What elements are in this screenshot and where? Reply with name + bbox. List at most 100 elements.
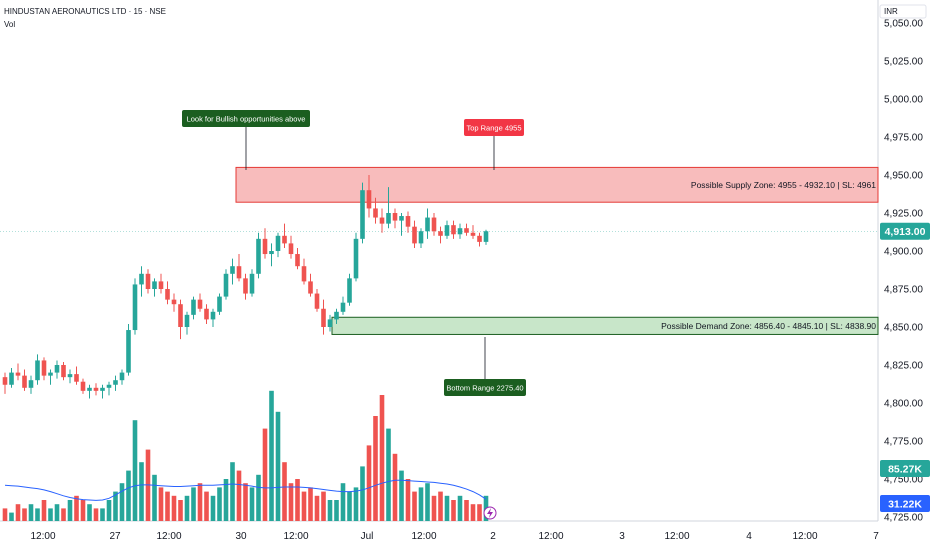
volume-bar: [451, 500, 456, 521]
volume-bar: [184, 495, 190, 521]
candle: [373, 197, 378, 224]
candle: [295, 247, 300, 270]
volume-ma-badge-text: 31.22K: [888, 499, 922, 511]
volume-bar: [295, 479, 300, 521]
price-tick-label: 4,950.00: [884, 171, 923, 182]
bullish-callout[interactable]: Look for Bullish opportunities above: [182, 110, 310, 170]
volume-ma-badge: 31.22K: [880, 495, 930, 512]
candle: [165, 281, 170, 305]
supply-zone-label: Possible Supply Zone: 4955 - 4932.10 | S…: [691, 180, 876, 190]
candle: [256, 232, 261, 279]
currency-box[interactable]: [879, 4, 927, 19]
volume-bar: [243, 483, 248, 521]
candle: [477, 232, 482, 247]
candle: [327, 314, 333, 332]
candle: [243, 273, 248, 300]
top-range-text: Top Range 4955: [466, 124, 521, 133]
volume-bar: [256, 474, 261, 521]
demand-zone-label: Possible Demand Zone: 4856.40 - 4845.10 …: [661, 321, 876, 331]
time-tick-label: 12:00: [664, 531, 689, 542]
price-tick-label: 4,725.00: [884, 513, 923, 524]
candle: [9, 368, 14, 388]
demand-zone[interactable]: Possible Demand Zone: 4856.40 - 4845.10 …: [331, 316, 879, 335]
volume-bar: [477, 504, 482, 521]
bottom-range-text: Bottom Range 2275.40: [446, 384, 523, 393]
candle: [191, 296, 196, 320]
volume-bar: [22, 508, 27, 521]
candle: [464, 223, 469, 236]
time-tick-label: 12:00: [283, 531, 308, 542]
lightning-icon[interactable]: [483, 506, 497, 520]
candle: [236, 254, 242, 282]
volume-bar: [171, 495, 177, 521]
volume-bar: [308, 487, 313, 521]
candle: [282, 223, 287, 248]
candle: [379, 208, 385, 233]
candle: [106, 381, 112, 396]
candle: [139, 266, 144, 297]
time-tick-label: 4: [746, 531, 752, 542]
candle: [321, 299, 326, 335]
price-tick-label: 4,925.00: [884, 209, 923, 220]
candle: [288, 235, 294, 259]
candles: [2, 175, 489, 399]
candle: [197, 293, 203, 312]
candle: [48, 369, 53, 385]
supply-zone[interactable]: Possible Supply Zone: 4955 - 4932.10 | S…: [235, 166, 879, 203]
time-tick-label: 30: [235, 531, 247, 542]
candle: [126, 323, 131, 376]
candle: [61, 361, 66, 381]
volume-bar: [204, 491, 209, 521]
volume-bar: [418, 487, 424, 521]
volume-bar: [35, 508, 40, 521]
volume-bar: [191, 487, 196, 521]
volume-bar: [321, 491, 326, 521]
volume-bar: [425, 483, 430, 521]
candle: [438, 226, 443, 244]
volume-badge-text: 85.27K: [888, 464, 922, 476]
volume-bar: [392, 453, 398, 521]
candle: [470, 225, 476, 239]
candle: [451, 220, 456, 239]
volume-bar: [106, 500, 112, 521]
volume-bar: [80, 500, 86, 521]
volume-bar: [464, 500, 469, 521]
volume-bar: [236, 470, 242, 521]
volume-bar: [197, 483, 203, 521]
volume-ma-line: [4, 479, 487, 501]
volume-bar: [470, 504, 476, 521]
candle: [314, 289, 320, 312]
candle: [412, 220, 417, 248]
volume-bar: [93, 508, 99, 521]
candle: [2, 372, 8, 394]
candle: [275, 232, 281, 258]
candle: [74, 366, 79, 385]
volume-bar: [399, 470, 404, 521]
volume-bar: [210, 495, 216, 521]
volume-bar: [249, 487, 255, 521]
volume-bar: [405, 479, 411, 521]
volume-bar: [282, 462, 287, 521]
candle: [308, 273, 313, 297]
volume-bar: [223, 479, 229, 521]
volume-bar: [431, 495, 437, 521]
volume-bar: [340, 483, 346, 521]
currency-label: INR: [884, 7, 898, 16]
volume-bar: [353, 487, 359, 521]
top-range-callout[interactable]: Top Range 4955: [464, 119, 524, 170]
volume-bar: [438, 491, 443, 521]
candle: [353, 232, 359, 282]
last-price-badge: 4,913.00: [880, 222, 930, 240]
candle: [184, 311, 190, 335]
price-axis-ticks: 5,050.00 5,025.00 5,000.00 4,975.00 4,950.00…: [884, 19, 923, 524]
candle: [360, 182, 365, 244]
candle: [178, 299, 183, 340]
time-tick-label: 12:00: [792, 531, 817, 542]
volume-bar: [230, 462, 235, 521]
bottom-range-callout[interactable]: Bottom Range 2275.40: [444, 337, 526, 396]
candle: [100, 384, 105, 399]
volume-bar: [158, 487, 164, 521]
volume-bar: [347, 491, 352, 521]
volume-bar: [67, 500, 73, 521]
